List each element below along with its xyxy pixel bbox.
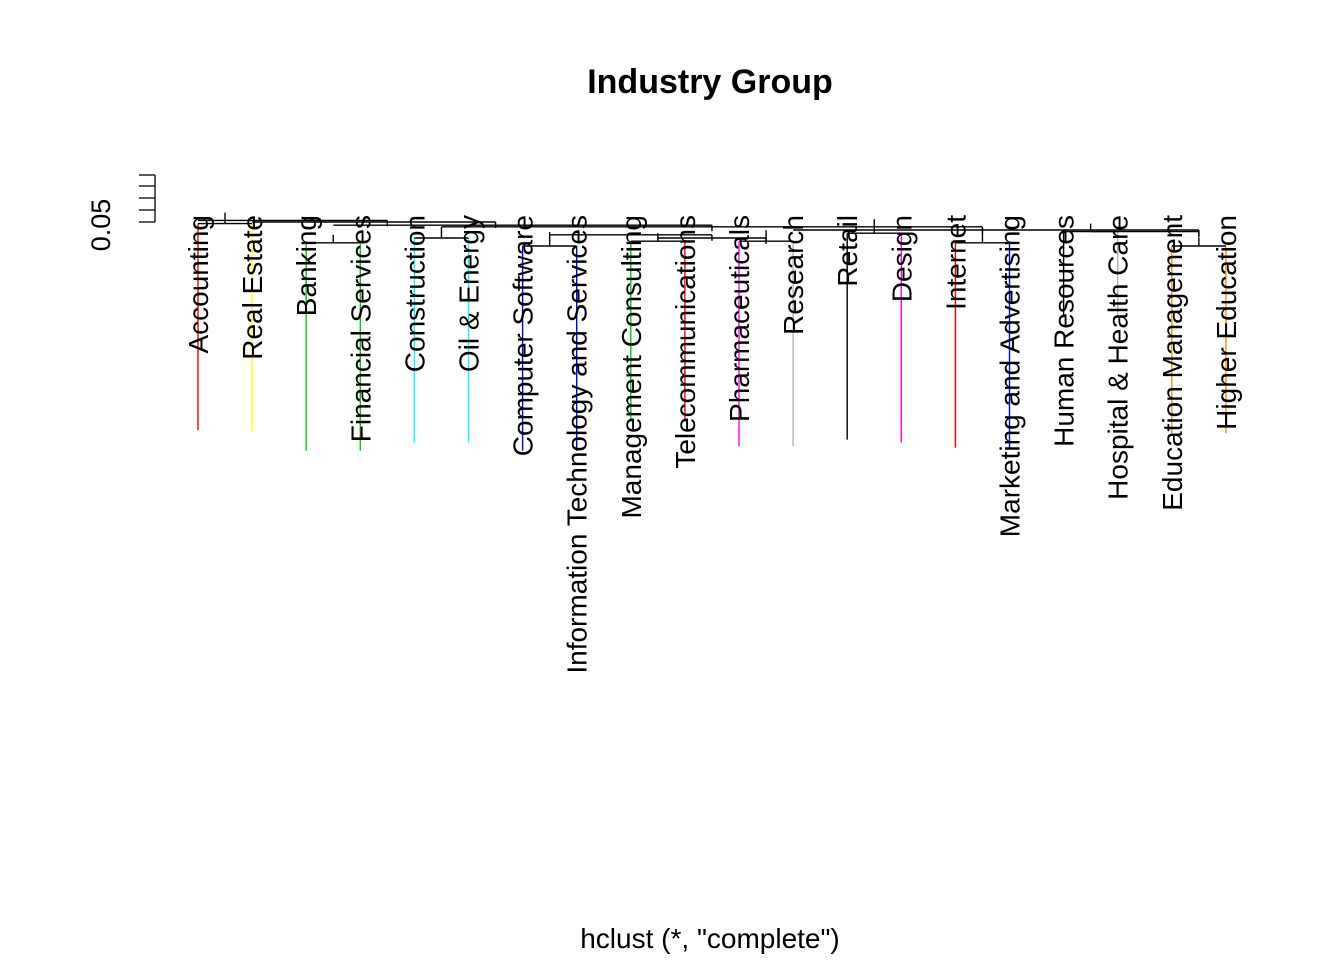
leaf-label-15: Marketing and Advertising <box>995 215 1026 537</box>
leaf-label-10: Pharmaceuticals <box>724 215 755 422</box>
leaf-label-1: Real Estate <box>237 215 268 360</box>
leaf-label-3: Financial Services <box>345 215 376 442</box>
leaf-label-9: Telecommunications <box>670 215 701 469</box>
dendrogram-leaves: Accounting Real Estate Banking Financial Se… <box>183 215 1242 674</box>
leaf-label-6: Computer Software <box>508 215 539 456</box>
chart-title: Industry Group <box>587 63 833 101</box>
leaf-label-13: Design <box>886 215 917 302</box>
dendrogram-links <box>197 212 1227 451</box>
leaf-label-11: Research <box>778 215 809 335</box>
leaf-label-4: Construction <box>399 215 430 372</box>
chart-subtitle: hclust (*, "complete") <box>580 923 840 954</box>
leaf-label-2: Banking <box>291 215 322 316</box>
leaf-label-7: Information Technology and Services <box>562 215 593 674</box>
leaf-label-5: Oil & Energy <box>454 215 485 372</box>
leaf-label-16: Human Resources <box>1049 215 1080 447</box>
leaf-label-19: Higher Education <box>1211 215 1242 430</box>
y-tick-label: 0.05 <box>86 199 116 252</box>
leaf-label-8: Management Consulting <box>616 215 647 519</box>
leaf-label-18: Education Management <box>1157 215 1188 511</box>
leaf-label-12: Retail <box>832 215 863 287</box>
leaf-label-14: Internet <box>940 215 971 310</box>
leaf-label-0: Accounting <box>183 215 214 354</box>
leaf-label-17: Hospital & Health Care <box>1103 215 1134 500</box>
y-axis: 0.05 <box>86 174 156 252</box>
